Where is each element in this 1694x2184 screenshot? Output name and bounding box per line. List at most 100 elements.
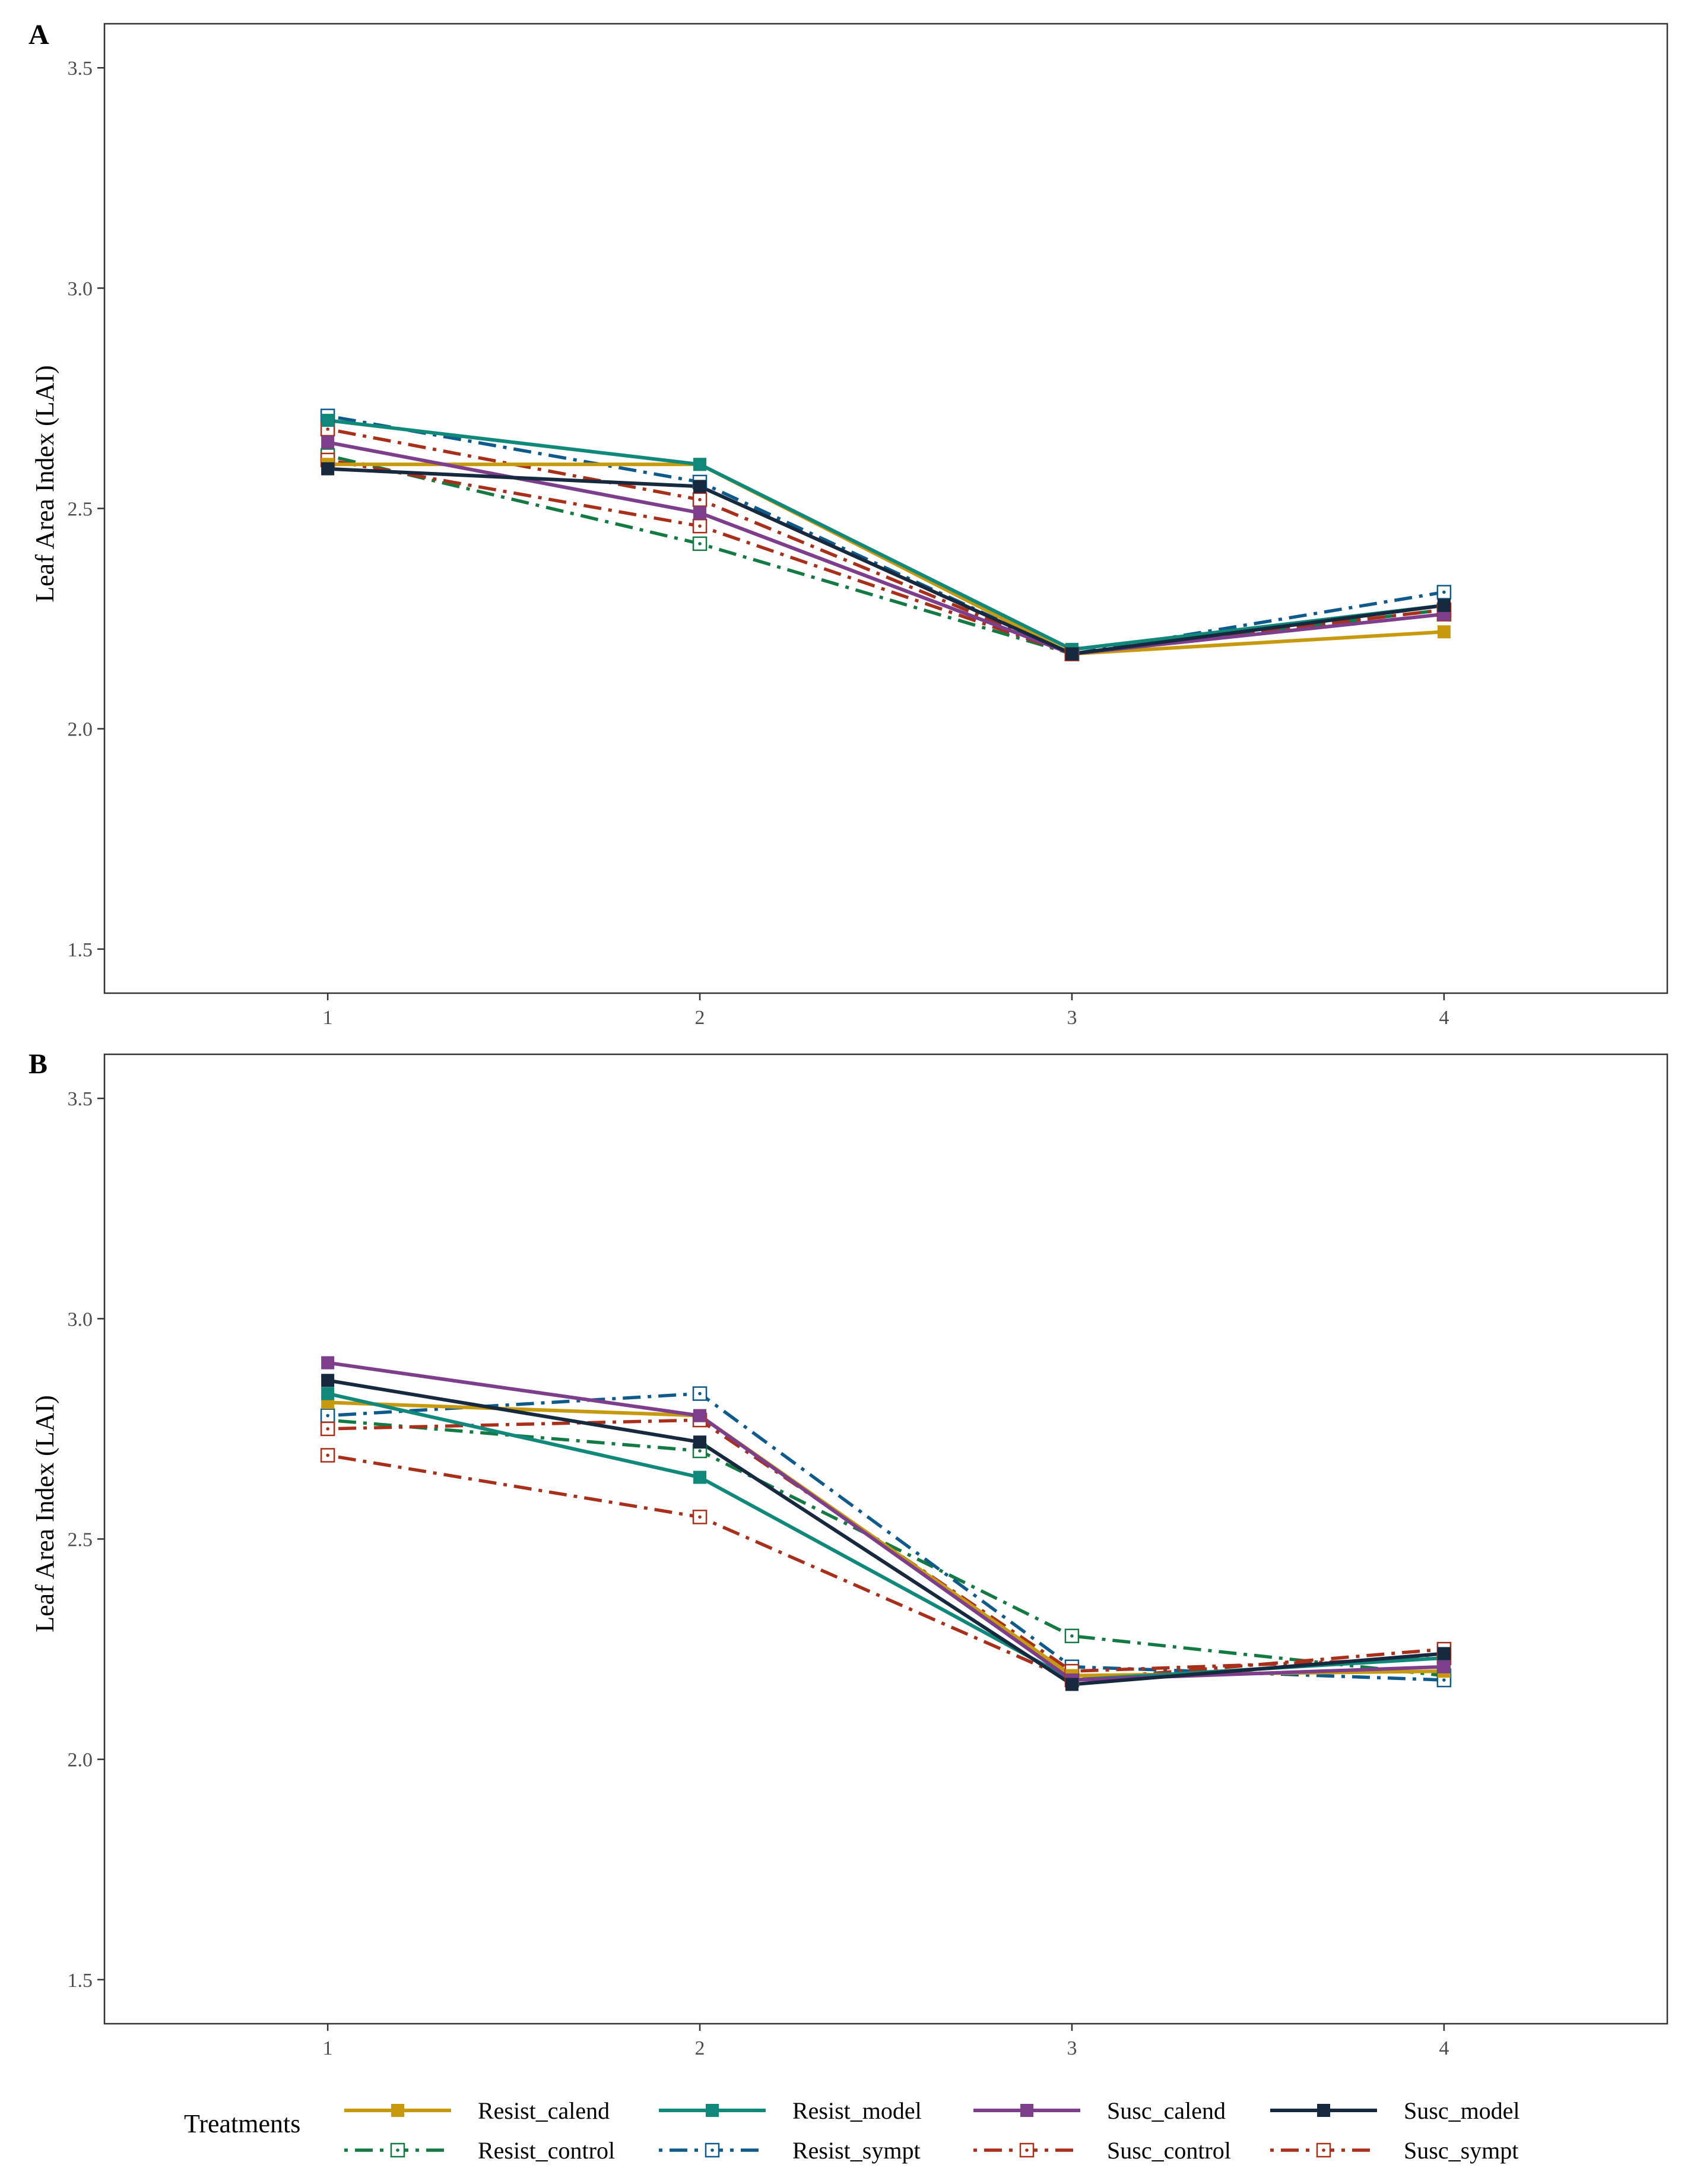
panel-b-label: B bbox=[28, 1048, 47, 1080]
panel-a-x-tick-label: 1 bbox=[323, 1007, 333, 1029]
panel-a-x-tick-label: 3 bbox=[1067, 1007, 1077, 1029]
panel-a: A Leaf Area Index (LAI) 1.52.02.53.03.5 … bbox=[28, 19, 1668, 1029]
data-point-susc-calend bbox=[693, 1409, 707, 1422]
data-point-resist-sympt bbox=[320, 1408, 335, 1423]
panel-a-y-ticks: 1.5 2.0 2.5 3.0 3.5 bbox=[68, 58, 104, 961]
legend-item-resist-sympt: Resist_sympt bbox=[659, 2137, 921, 2164]
data-point-susc-calend bbox=[321, 1356, 335, 1370]
panel-b-y-ticks: 1.5 2.0 2.5 3.0 3.5 bbox=[68, 1088, 104, 1992]
series-line-resist-calend bbox=[328, 462, 1445, 656]
panel-b-y-tick-label: 3.5 bbox=[68, 1088, 93, 1110]
panel-a-series-points bbox=[320, 408, 1452, 661]
legend-label: Susc_sympt bbox=[1404, 2137, 1518, 2164]
panel-b-series-points bbox=[320, 1356, 1452, 1691]
series-line-susc-calend bbox=[327, 1361, 1444, 1682]
panel-b-y-axis-label: Leaf Area Index (LAI) bbox=[30, 1395, 59, 1632]
data-point-resist-model bbox=[321, 414, 335, 427]
panel-a-x-tick-label: 2 bbox=[695, 1007, 705, 1029]
data-point-resist-control bbox=[692, 536, 708, 551]
legend-swatch-marker bbox=[1317, 2104, 1330, 2117]
data-point-susc-calend bbox=[1437, 1660, 1451, 1673]
panel-a-y-tick-label: 3.0 bbox=[68, 278, 93, 300]
data-point-resist-model bbox=[321, 1387, 335, 1400]
legend-swatch-marker bbox=[390, 2142, 405, 2158]
legend-label: Resist_sympt bbox=[792, 2137, 921, 2164]
panel-a-plot-border bbox=[103, 23, 1668, 994]
data-point-resist-model bbox=[693, 1470, 707, 1484]
panel-a-y-tick-label: 3.5 bbox=[68, 58, 93, 80]
panel-b-x-tick-label: 3 bbox=[1067, 2037, 1077, 2059]
series-line-susc-model bbox=[327, 1378, 1445, 1687]
panel-a-y-tick-label: 1.5 bbox=[68, 939, 93, 961]
panel-b-y-tick-label: 1.5 bbox=[68, 1970, 93, 1992]
data-point-susc-sympt bbox=[692, 492, 708, 507]
data-point-susc-control bbox=[320, 1448, 335, 1463]
panel-a-series-lines bbox=[327, 414, 1445, 656]
panel-b: B Leaf Area Index (LAI) 1.52.02.53.03.5 … bbox=[28, 1048, 1668, 2059]
panel-b-plot-border bbox=[103, 1053, 1668, 2025]
series-line-susc-calend bbox=[327, 440, 1445, 656]
panel-b-x-tick-label: 4 bbox=[1439, 2037, 1449, 2059]
data-point-resist-model bbox=[693, 458, 707, 471]
data-point-susc-model bbox=[693, 480, 707, 493]
legend-label: Resist_model bbox=[792, 2097, 922, 2124]
legend-label: Resist_calend bbox=[478, 2097, 610, 2124]
panel-b-x-ticks: 1 2 3 4 bbox=[323, 2024, 1449, 2059]
legend-item-susc-model: Susc_model bbox=[1270, 2097, 1520, 2124]
panel-a-label: A bbox=[28, 19, 49, 50]
legend-label: Resist_control bbox=[478, 2137, 615, 2164]
legend-swatch-marker bbox=[391, 2104, 404, 2117]
data-point-susc-model bbox=[321, 462, 335, 476]
data-point-susc-sympt bbox=[320, 1421, 335, 1437]
data-point-susc-calend bbox=[693, 506, 707, 519]
legend-swatch-marker bbox=[1020, 2104, 1033, 2117]
series-line-resist-calend bbox=[328, 1400, 1444, 1678]
series-line-susc-model bbox=[328, 467, 1445, 656]
legend-item-resist-model: Resist_model bbox=[659, 2097, 922, 2124]
legend-item-susc-calend: Susc_calend bbox=[973, 2097, 1226, 2124]
panel-b-y-tick-label: 2.5 bbox=[68, 1529, 93, 1551]
panel-a-x-ticks: 1 2 3 4 bbox=[323, 993, 1449, 1029]
series-line-resist-model bbox=[327, 1391, 1445, 1682]
data-point-susc-calend bbox=[321, 436, 335, 449]
legend-label: Susc_calend bbox=[1107, 2097, 1226, 2124]
legend-swatch-marker bbox=[1316, 2142, 1331, 2158]
series-line-resist-model bbox=[327, 419, 1445, 652]
data-point-susc-model bbox=[1437, 598, 1451, 612]
legend-item-resist-control: Resist_control bbox=[344, 2137, 615, 2164]
data-point-resist-sympt bbox=[692, 1386, 708, 1401]
legend-item-susc-sympt: Susc_sympt bbox=[1270, 2137, 1518, 2164]
data-point-susc-model bbox=[321, 1374, 335, 1387]
series-line-resist-sympt bbox=[327, 1391, 1444, 1682]
data-point-susc-control bbox=[692, 1510, 708, 1524]
panel-b-series-lines bbox=[327, 1361, 1445, 1687]
series-line-susc-control bbox=[327, 1453, 1445, 1682]
panel-b-y-tick-label: 3.0 bbox=[68, 1308, 93, 1330]
legend: Treatments Resist_calend Resist_model Susc… bbox=[184, 2097, 1520, 2164]
series-line-susc-control bbox=[327, 458, 1445, 656]
legend-swatch-marker bbox=[706, 2104, 719, 2117]
legend-title: Treatments bbox=[184, 2109, 300, 2138]
data-point-susc-model bbox=[693, 1435, 707, 1449]
data-point-resist-control bbox=[1064, 1628, 1080, 1644]
panel-a-y-tick-label: 2.0 bbox=[68, 719, 93, 741]
panel-b-x-tick-label: 1 bbox=[323, 2037, 333, 2059]
legend-item-resist-calend: Resist_calend bbox=[344, 2097, 610, 2124]
legend-label: Susc_control bbox=[1107, 2137, 1231, 2164]
data-point-resist-sympt bbox=[1436, 585, 1452, 600]
legend-entries: Resist_calend Resist_model Susc_calend Susc… bbox=[344, 2097, 1520, 2164]
panel-a-y-tick-label: 2.5 bbox=[68, 499, 93, 521]
data-point-susc-model bbox=[1065, 1678, 1078, 1691]
panel-b-y-tick-label: 2.0 bbox=[68, 1749, 93, 1771]
panel-b-x-tick-label: 2 bbox=[695, 2037, 705, 2059]
legend-item-susc-control: Susc_control bbox=[973, 2137, 1231, 2164]
series-line-resist-sympt bbox=[327, 414, 1445, 656]
data-point-susc-model bbox=[1437, 1647, 1451, 1660]
panel-a-x-tick-label: 4 bbox=[1439, 1007, 1449, 1029]
data-point-susc-control bbox=[692, 518, 708, 534]
legend-label: Susc_model bbox=[1404, 2097, 1520, 2124]
series-line-resist-control bbox=[327, 1418, 1445, 1678]
data-point-susc-model bbox=[1065, 647, 1078, 661]
legend-swatch-marker bbox=[705, 2142, 720, 2158]
series-line-resist-control bbox=[327, 454, 1445, 656]
